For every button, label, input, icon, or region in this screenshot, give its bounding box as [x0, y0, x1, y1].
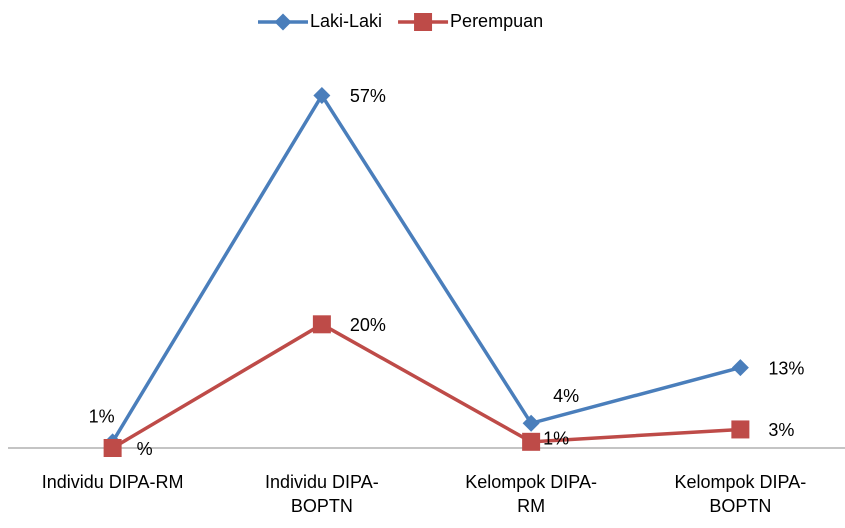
- data-label: 4%: [553, 386, 579, 406]
- legend-marker: [274, 13, 292, 31]
- x-tick-label: Kelompok DIPA-RM: [465, 472, 597, 516]
- x-tick-label: Individu DIPA-BOPTN: [265, 472, 379, 516]
- marker: [522, 432, 541, 451]
- data-label: 57%: [350, 86, 386, 106]
- legend-marker: [414, 13, 433, 31]
- data-label: 13%: [768, 358, 804, 378]
- marker: [313, 86, 331, 104]
- series-line: [111, 92, 741, 443]
- series-line: [111, 322, 741, 450]
- marker: [731, 359, 749, 377]
- legend-label: Perempuan: [450, 11, 543, 31]
- marker: [312, 315, 331, 334]
- data-label: %: [137, 439, 153, 459]
- data-label: 1%: [543, 429, 569, 449]
- data-label: 20%: [350, 315, 386, 335]
- data-label: 1%: [89, 407, 115, 427]
- data-label: 3%: [768, 420, 794, 440]
- legend-label: Laki-Laki: [310, 11, 382, 31]
- marker: [731, 420, 750, 439]
- marker: [522, 414, 540, 432]
- marker: [103, 439, 122, 457]
- x-tick-label: Individu DIPA-RM: [41, 472, 184, 492]
- x-tick-label: Kelompok DIPA-BOPTN: [674, 472, 807, 516]
